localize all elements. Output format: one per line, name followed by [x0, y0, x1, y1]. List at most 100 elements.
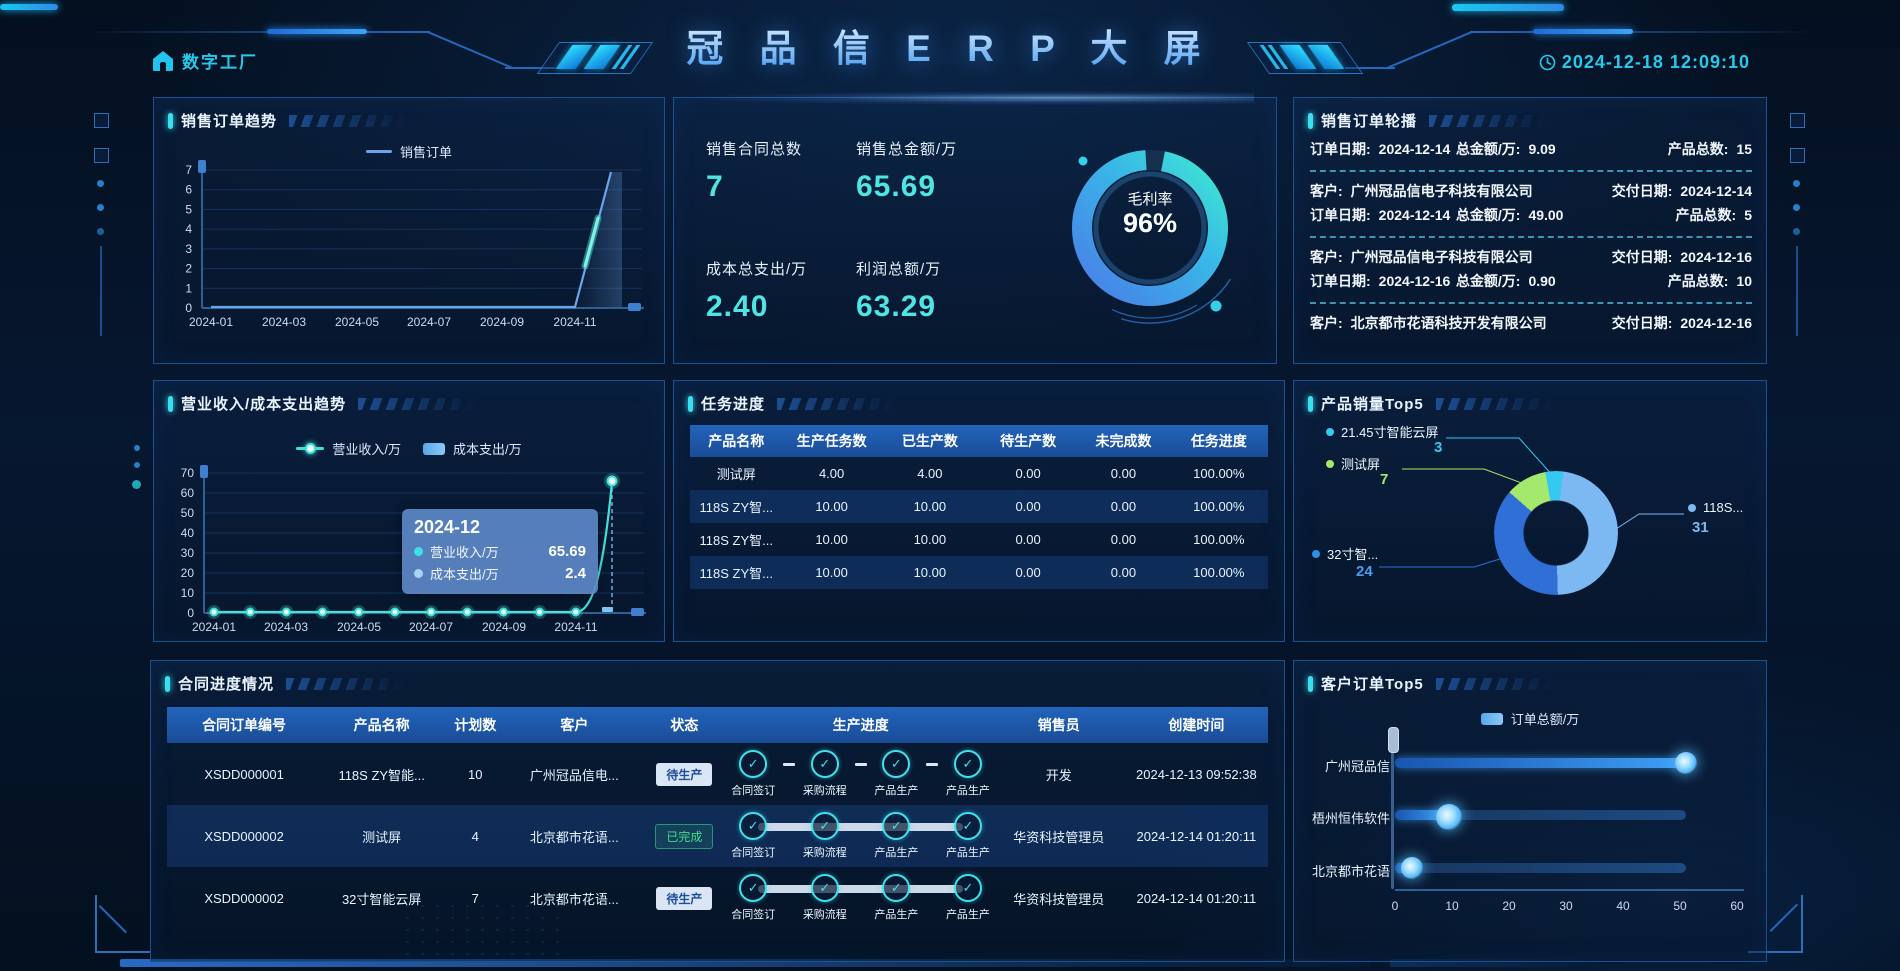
header-deco-bar-left — [0, 4, 58, 10]
header-diagonal-right — [1386, 31, 1472, 69]
deco-dot — [97, 204, 104, 211]
svg-text:2024-11: 2024-11 — [554, 620, 597, 634]
cost-bar — [602, 607, 613, 612]
deco-dot — [132, 480, 141, 489]
deco-corner-diag — [98, 905, 127, 934]
header-line-right — [1470, 31, 1805, 33]
header-line-bright-left — [267, 29, 367, 34]
panel-title-text: 合同进度情况 — [178, 676, 275, 693]
deco-corner-bl — [95, 895, 97, 953]
pie-value: 7 — [1380, 471, 1389, 488]
title-pill — [688, 395, 693, 412]
x-tick: 0 — [1391, 899, 1399, 913]
bar-cap — [1675, 752, 1697, 774]
deco-dot — [1793, 204, 1800, 211]
legend-item-cost[interactable]: 成本支出/万 — [423, 439, 522, 458]
svg-text:2024-05: 2024-05 — [337, 620, 381, 634]
line-highlight — [583, 216, 600, 268]
panel-product-top5: 产品销量Top5 21.45寸智能云屏 3 测试屏 7 118S... 31 3… — [1293, 380, 1767, 642]
panel-title-order-carousel: 销售订单轮播 — [1308, 110, 1550, 131]
bar-guangzhou — [1395, 758, 1686, 768]
svg-text:2024-09: 2024-09 — [482, 620, 526, 634]
deco-dot — [134, 462, 140, 468]
deco-bottom-bar2 — [1390, 959, 1590, 967]
x-tick: 50 — [1673, 899, 1687, 913]
svg-text:5: 5 — [185, 202, 192, 216]
carousel-list: 订单日期: 2024-12-14 总金额/万: 9.09 产品总数: 15 客户: 广州… — [1310, 130, 1752, 344]
legend-item-revenue[interactable]: 营业收入/万 — [296, 439, 401, 458]
svg-text:0: 0 — [187, 606, 194, 620]
kpi-label-profit: 利润总额/万 — [856, 261, 942, 278]
step-check-icon: ✓ — [882, 874, 911, 902]
header-line-bright-right — [1533, 29, 1633, 34]
datazoom-track — [1391, 729, 1394, 889]
step-check-icon: ✓ — [882, 812, 911, 840]
deco-corner-br — [1748, 951, 1803, 953]
datetime-display: 2024-12-18 12:09:10 — [1539, 52, 1750, 73]
table-row: XSDD000002 32寸智能云屏 7 北京都市花语... 待生产 ✓ 合同签订… — [167, 867, 1268, 929]
table-row: 118S ZY智... 10.00 10.00 0.00 0.00 100.00% — [699, 532, 1245, 548]
svg-text:2024-03: 2024-03 — [264, 620, 308, 634]
x-tick: 20 — [1502, 899, 1516, 913]
datazoom-handle[interactable] — [1388, 727, 1399, 753]
deco-dot-grid — [400, 900, 570, 962]
svg-text:0: 0 — [185, 301, 192, 315]
status-badge: 已完成 — [655, 823, 714, 849]
pie-label-2145: 21.45寸智能云屏 — [1326, 422, 1439, 441]
panel-title-text: 产品销量Top5 — [1321, 396, 1424, 413]
product-sales-donut[interactable] — [1494, 471, 1618, 595]
bar-category: 广州冠品信 — [1324, 759, 1390, 774]
step-check-icon: ✓ — [810, 812, 839, 840]
table-row: 测试屏 4.00 4.00 0.00 0.00 100.00% — [716, 466, 1245, 482]
legend-label: 订单总额/万 — [1510, 712, 1580, 727]
step-connector — [854, 763, 867, 766]
svg-text:4: 4 — [185, 222, 192, 236]
tooltip-row: 营业收入/万 65.69 — [414, 542, 586, 561]
kpi-value-sales-amount: 65.69 — [856, 170, 937, 203]
revenue-points — [207, 473, 620, 619]
panel-title-contract: 合同进度情况 — [165, 673, 407, 694]
kpi-value-profit: 63.29 — [856, 290, 937, 323]
gross-margin-gauge — [1072, 150, 1232, 324]
datetime-text: 2024-12-18 12:09:10 — [1561, 52, 1750, 72]
home-logo[interactable]: 数字工厂 — [152, 48, 258, 73]
bar-category: 梧州恒伟软件 — [1311, 811, 1390, 826]
deco-vline — [100, 246, 102, 336]
step-connector — [926, 763, 939, 766]
svg-text:2024-07: 2024-07 — [407, 315, 451, 329]
sales-line — [211, 171, 613, 309]
title-pill — [165, 675, 170, 692]
deco-corner-br — [1801, 895, 1803, 953]
step-check-icon: ✓ — [739, 750, 768, 778]
svg-text:1: 1 — [185, 281, 192, 295]
step-check-icon: ✓ — [953, 750, 982, 778]
svg-text:10: 10 — [181, 586, 195, 600]
deco-square — [1790, 148, 1805, 163]
gridlines — [202, 169, 642, 289]
legend-order-amount[interactable]: 订单总额/万 — [1294, 709, 1766, 728]
step-check-icon: ✓ — [810, 874, 839, 902]
svg-text:2: 2 — [185, 262, 192, 276]
panel-order-carousel: 销售订单轮播 订单日期: 2024-12-14 总金额/万: 9.09 产品总数: 1… — [1293, 97, 1767, 364]
deco-vline — [1796, 246, 1798, 336]
deco-flare — [694, 91, 1254, 105]
panel-sales-trend: 销售订单趋势 销售订单 7 6 5 4 3 2 1 0 — [153, 97, 665, 364]
deco-dot — [97, 180, 104, 187]
tooltip-title: 2024-12 — [414, 517, 481, 537]
legend-sales-order[interactable]: 销售订单 — [154, 142, 664, 161]
tooltip-dot — [414, 569, 423, 578]
panel-title-text: 客户订单Top5 — [1321, 676, 1424, 693]
step-check-icon: ✓ — [739, 874, 768, 902]
title-stripes — [1435, 397, 1556, 410]
legend-bar-swatch — [1480, 712, 1503, 725]
pie-label-118s: 118S... — [1688, 500, 1743, 515]
header-line-left — [95, 31, 430, 33]
pie-label-ceshiping: 测试屏 — [1326, 454, 1380, 473]
deco-dot — [1793, 228, 1800, 235]
clock-icon — [1539, 54, 1556, 71]
panel-task-progress: 任务进度 产品名称 生产任务数 已生产数 待生产数 未完成数 任务进度 测试屏 4.00… — [673, 380, 1285, 642]
task-table: 产品名称 生产任务数 已生产数 待生产数 未完成数 任务进度 测试屏 4.00 4.00 … — [690, 425, 1268, 589]
panel-contract-progress: 合同进度情况 合同订单编号 产品名称 计划数 客户 状态 生产进度 销售员 创建时间 X… — [150, 660, 1285, 962]
panel-revenue-cost-trend: 营业收入/成本支出趋势 营业收入/万 成本支出/万 7 — [153, 380, 665, 642]
